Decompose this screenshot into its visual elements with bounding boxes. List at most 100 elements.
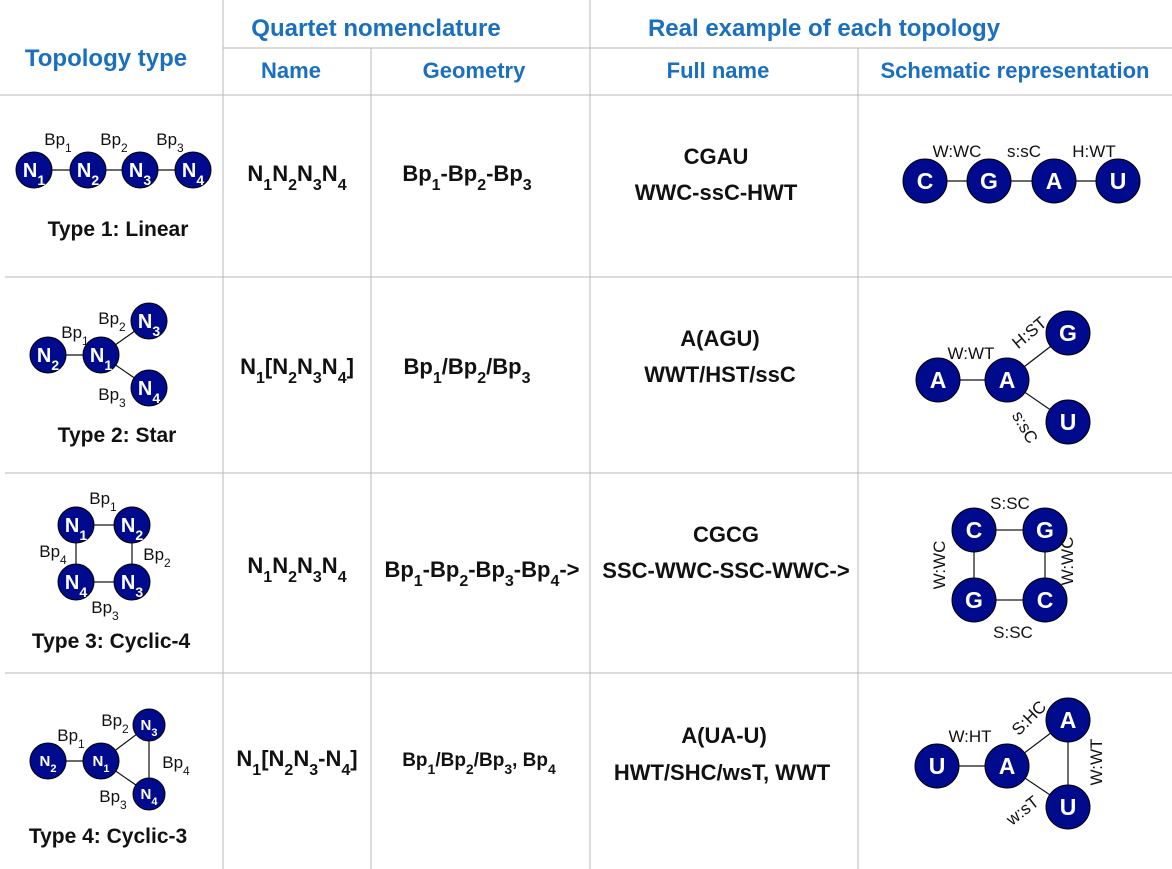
edge-label: Bp3 (91, 598, 119, 623)
node-circle (132, 708, 166, 742)
node-label: N1 (90, 345, 112, 373)
nucleotide-node (1045, 310, 1091, 356)
type-label: Type 2: Star (58, 424, 177, 447)
edge-label: Bp2 (98, 309, 126, 334)
quartet-geometry: Bp1-Bp2-Bp3-Bp4-> (384, 557, 579, 590)
node-label: N2 (77, 160, 99, 188)
node-label: N1 (93, 753, 110, 775)
node-label: N2 (37, 345, 59, 373)
nucleotide-label: A (930, 367, 947, 393)
example-sequence: CGCG (693, 522, 759, 547)
header-schematic: Schematic representation (881, 58, 1150, 83)
edge-label: Bp2 (101, 711, 129, 736)
nucleotide-node (1022, 507, 1068, 553)
pair-label: W:WC (930, 541, 949, 590)
node-circle (82, 742, 120, 780)
quartet-name: N1N2N3N4 (247, 161, 346, 194)
nucleotide-node (951, 577, 997, 623)
nucleotide-label: A (999, 753, 1016, 779)
node-label: N2 (40, 753, 57, 775)
topology-diagram-cyclic-4: N1 N2 N4 N3 Bp1 Bp2 Bp3 Bp4 (39, 489, 171, 623)
quartet-geometry: Bp1/Bp2/Bp3, Bp4 (402, 750, 556, 777)
topology-diagram-linear: N1 N2 N3 N4 Bp1 Bp2 Bp3 (15, 130, 212, 189)
nucleotide-node (966, 158, 1012, 204)
pair-label: W:WC (1058, 537, 1077, 586)
node-circle (15, 151, 53, 189)
node-label: N4 (141, 786, 159, 808)
pair-label: S:SC (990, 494, 1030, 513)
nucleotide-label: A (1046, 168, 1063, 194)
header-geometry: Geometry (423, 58, 526, 83)
nucleotide-node (1095, 158, 1141, 204)
header-topology-type: Topology type (25, 45, 187, 72)
example-sequence: A(UA-U) (681, 723, 767, 748)
quartet-geometry: Bp1-Bp2-Bp3 (402, 161, 531, 194)
node-label: N3 (138, 311, 160, 339)
pair-label: W:WT (948, 344, 995, 363)
node-circle (29, 336, 67, 374)
topology-diagram-cyclic-3: N2 N1 N3 N4 Bp1 Bp2 Bp4 Bp3 (29, 708, 190, 812)
type-label: Type 1: Linear (48, 218, 189, 241)
edge-label: Bp3 (98, 385, 126, 410)
node-label: N4 (65, 572, 87, 600)
node-label: N3 (141, 717, 158, 739)
schematic-linear: C G A U W:WC s:sC H:WT (902, 142, 1141, 204)
node-circle (57, 563, 95, 601)
nucleotide-label: G (965, 587, 983, 613)
node-label: N3 (121, 572, 143, 600)
node-label: N3 (129, 160, 151, 188)
node-label: N1 (23, 160, 45, 188)
pair-label: H:WT (1072, 142, 1115, 161)
example-pairs: HWT/SHC/wsT, WWT (614, 760, 831, 785)
pair-label: H:ST (1009, 313, 1051, 352)
nucleotide-node (1022, 577, 1068, 623)
topology-diagram-star: N2 N1 N3 N4 Bp1 Bp2 Bp3 (29, 302, 168, 410)
nucleotide-label: U (1060, 409, 1077, 435)
schematic-cyclic-4: C G G C S:SC W:WC S:SC W:WC (930, 494, 1077, 642)
edge-label: Bp3 (156, 130, 184, 155)
type-label: Type 4: Cyclic-3 (29, 825, 187, 848)
node-circle (121, 151, 159, 189)
header-name: Name (261, 58, 321, 83)
row-type-4: N2 N1 N3 N4 Bp1 Bp2 Bp4 Bp3 Type 4: Cycl… (29, 697, 1106, 848)
nucleotide-node (914, 743, 960, 789)
nucleotide-label: G (980, 168, 998, 194)
nucleotide-label: C (917, 168, 934, 194)
pair-label: S:HC (1008, 697, 1050, 739)
nucleotide-node (984, 743, 1030, 789)
example-pairs: SSC-WWC-SSC-WWC-> (602, 558, 849, 583)
quartet-name: N1N2N3N4 (247, 553, 346, 586)
nucleotide-label: G (1036, 517, 1054, 543)
nucleotide-node (902, 158, 948, 204)
node-circle (82, 336, 120, 374)
example-pairs: WWC-ssC-HWT (635, 180, 798, 205)
nucleotide-label: A (999, 367, 1016, 393)
pair-label: W:WC (933, 142, 982, 161)
edge-label: Bp1 (61, 323, 89, 348)
nucleotide-node (915, 357, 961, 403)
nucleotide-label: U (929, 753, 946, 779)
node-circle (29, 742, 67, 780)
edge-label: Bp1 (89, 489, 117, 514)
node-label: N4 (138, 378, 160, 406)
node-label: N4 (182, 160, 204, 188)
nucleotide-node (1045, 399, 1091, 445)
node-circle (174, 151, 212, 189)
pair-label: s:sC (1008, 408, 1041, 447)
node-circle (132, 777, 166, 811)
edge-label: Bp2 (100, 130, 128, 155)
quartet-name: N1[N2N3-N4] (236, 746, 357, 779)
node-circle (113, 563, 151, 601)
example-sequence: CGAU (684, 144, 749, 169)
nucleotide-node (1031, 158, 1077, 204)
row-type-2: N2 N1 N3 N4 Bp1 Bp2 Bp3 Type 2: Star N1[… (29, 302, 1091, 447)
nucleotide-node (1045, 784, 1091, 830)
pair-label: W:WT (1087, 739, 1106, 786)
edge-label: Bp1 (57, 726, 85, 751)
header-full-name: Full name (667, 58, 770, 83)
nucleotide-label: U (1110, 168, 1127, 194)
quartet-geometry: Bp1/Bp2/Bp3 (404, 354, 531, 387)
edge-label: Bp4 (39, 542, 67, 567)
edge-label: Bp1 (44, 130, 72, 155)
